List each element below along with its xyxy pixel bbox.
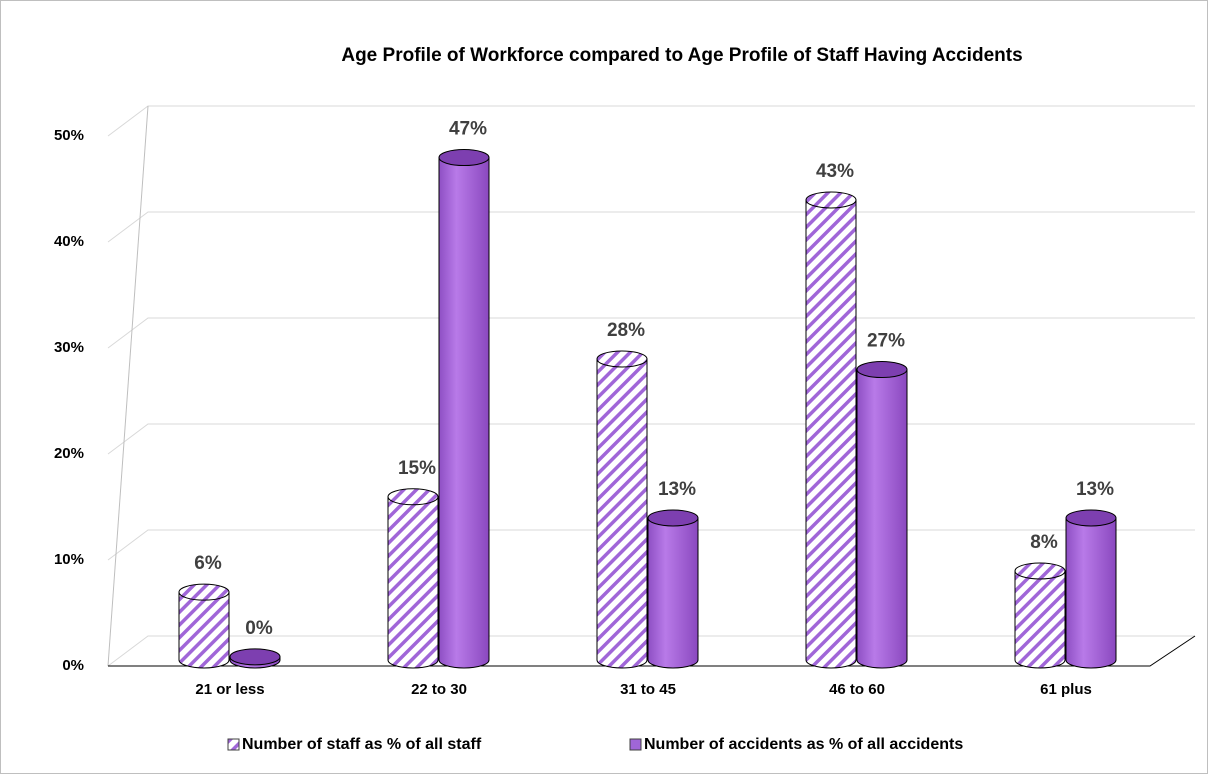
y-tick-label: 0% xyxy=(62,657,84,674)
legend-swatch xyxy=(227,738,240,751)
cylinder-top xyxy=(229,648,281,666)
y-tick-label: 10% xyxy=(54,551,84,568)
cylinder xyxy=(1065,517,1117,669)
data-label: 43% xyxy=(816,161,854,182)
x-tick-label: 22 to 30 xyxy=(411,681,467,698)
cylinder xyxy=(647,517,699,669)
data-label: 28% xyxy=(607,320,645,341)
cylinder xyxy=(178,591,230,669)
data-label: 47% xyxy=(449,119,487,140)
cylinder-top xyxy=(805,191,857,209)
cylinder-top xyxy=(438,149,490,167)
data-label: 13% xyxy=(1076,479,1114,500)
cylinder-top xyxy=(387,488,439,506)
cylinder xyxy=(438,157,490,669)
cylinder-top xyxy=(1014,562,1066,580)
y-axis xyxy=(107,105,149,667)
legend-label: Number of accidents as % of all accident… xyxy=(644,736,963,753)
data-label: 15% xyxy=(398,458,436,479)
cylinder-top xyxy=(1065,509,1117,527)
y-tick-label: 40% xyxy=(54,233,84,250)
y-tick-label: 20% xyxy=(54,445,84,462)
x-tick-label: 46 to 60 xyxy=(829,681,885,698)
cylinder xyxy=(387,496,439,669)
cylinder xyxy=(856,369,908,669)
data-label: 8% xyxy=(1030,532,1058,553)
legend-label: Number of staff as % of all staff xyxy=(242,736,482,753)
y-tick-label: 50% xyxy=(54,127,84,144)
cylinder xyxy=(596,358,648,669)
chart-title: Age Profile of Workforce compared to Age… xyxy=(341,45,1022,66)
x-tick-label: 31 to 45 xyxy=(620,681,676,698)
cylinder xyxy=(805,199,857,669)
legend-swatch xyxy=(629,738,642,751)
data-label: 27% xyxy=(867,331,905,352)
data-label: 0% xyxy=(245,618,273,639)
data-label: 13% xyxy=(658,479,696,500)
cylinder-top xyxy=(178,583,230,601)
cylinder-top xyxy=(596,350,648,368)
x-tick-label: 21 or less xyxy=(195,681,264,698)
data-label: 6% xyxy=(194,553,222,574)
cylinder-top xyxy=(647,509,699,527)
cylinder xyxy=(1014,570,1066,669)
x-tick-label: 61 plus xyxy=(1040,681,1092,698)
cylinder-top xyxy=(856,361,908,379)
y-tick-label: 30% xyxy=(54,339,84,356)
